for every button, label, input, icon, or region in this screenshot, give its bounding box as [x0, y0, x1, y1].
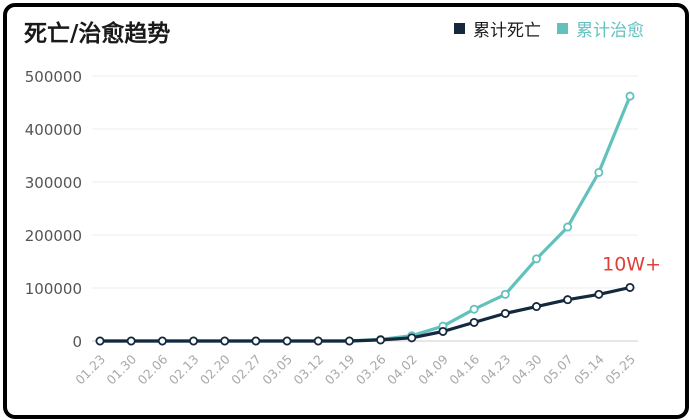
series-line-deaths — [98, 285, 632, 343]
data-point-deaths — [469, 317, 479, 327]
y-tick-label: 300000 — [25, 174, 82, 192]
legend-swatch-recovered — [557, 23, 568, 34]
legend-item-deaths[interactable]: 累计死亡 — [454, 16, 541, 41]
data-point-deaths — [189, 336, 199, 346]
x-tick-label: 02.06 — [135, 351, 171, 387]
data-point-deaths — [531, 302, 541, 312]
x-tick-label: 05.25 — [602, 352, 638, 388]
y-tick-label: 500000 — [25, 68, 82, 86]
data-point-deaths — [282, 336, 292, 346]
legend-swatch-deaths — [454, 23, 465, 34]
data-point-deaths — [251, 336, 261, 346]
x-tick-label: 01.30 — [103, 351, 139, 387]
annotation-label: 10W+ — [602, 253, 661, 275]
data-point-deaths — [563, 295, 573, 305]
x-tick-label: 03.19 — [322, 351, 358, 387]
data-point-deaths — [157, 336, 167, 346]
data-point-recovered — [469, 304, 479, 314]
data-point-deaths — [313, 336, 323, 346]
data-point-deaths — [126, 336, 136, 346]
legend-label-deaths: 累计死亡 — [473, 21, 541, 41]
chart-title: 死亡/治愈趋势 — [24, 21, 171, 47]
legend-item-recovered[interactable]: 累计治愈 — [557, 16, 644, 41]
data-point-recovered — [625, 91, 635, 101]
data-point-deaths — [594, 289, 604, 299]
data-point-recovered — [500, 289, 510, 299]
chart-frame — [3, 3, 689, 419]
y-tick-label: 100000 — [25, 280, 82, 298]
x-tick-label: 04.09 — [415, 351, 451, 387]
data-point-deaths — [344, 336, 354, 346]
y-tick-label: 0 — [72, 333, 82, 351]
chart-legend: 累计死亡 累计治愈 — [454, 16, 644, 41]
data-point-recovered — [594, 167, 604, 177]
data-point-deaths — [407, 333, 417, 343]
x-tick-label: 03.12 — [290, 352, 326, 388]
y-tick-label: 400000 — [25, 121, 82, 139]
data-point-recovered — [531, 254, 541, 264]
data-point-deaths — [376, 335, 386, 345]
x-tick-label: 02.13 — [166, 352, 202, 388]
data-point-deaths — [220, 336, 230, 346]
data-point-deaths — [500, 308, 510, 318]
x-tick-label: 05.07 — [540, 352, 576, 388]
data-point-deaths — [95, 336, 105, 346]
x-tick-label: 04.30 — [509, 351, 545, 387]
x-tick-label: 02.20 — [197, 351, 233, 387]
x-tick-label: 04.23 — [477, 352, 513, 388]
x-tick-label: 01.23 — [72, 352, 108, 388]
x-tick-label: 03.05 — [259, 352, 295, 388]
x-tick-label: 04.02 — [384, 352, 420, 388]
legend-label-recovered: 累计治愈 — [576, 21, 644, 41]
x-tick-label: 05.14 — [571, 351, 607, 387]
data-point-deaths — [438, 326, 448, 336]
x-tick-label: 02.27 — [228, 352, 264, 388]
x-tick-label: 04.16 — [446, 351, 482, 387]
y-tick-label: 200000 — [25, 227, 82, 245]
data-point-recovered — [563, 222, 573, 232]
x-tick-label: 03.26 — [353, 351, 389, 387]
data-point-deaths — [625, 282, 635, 292]
